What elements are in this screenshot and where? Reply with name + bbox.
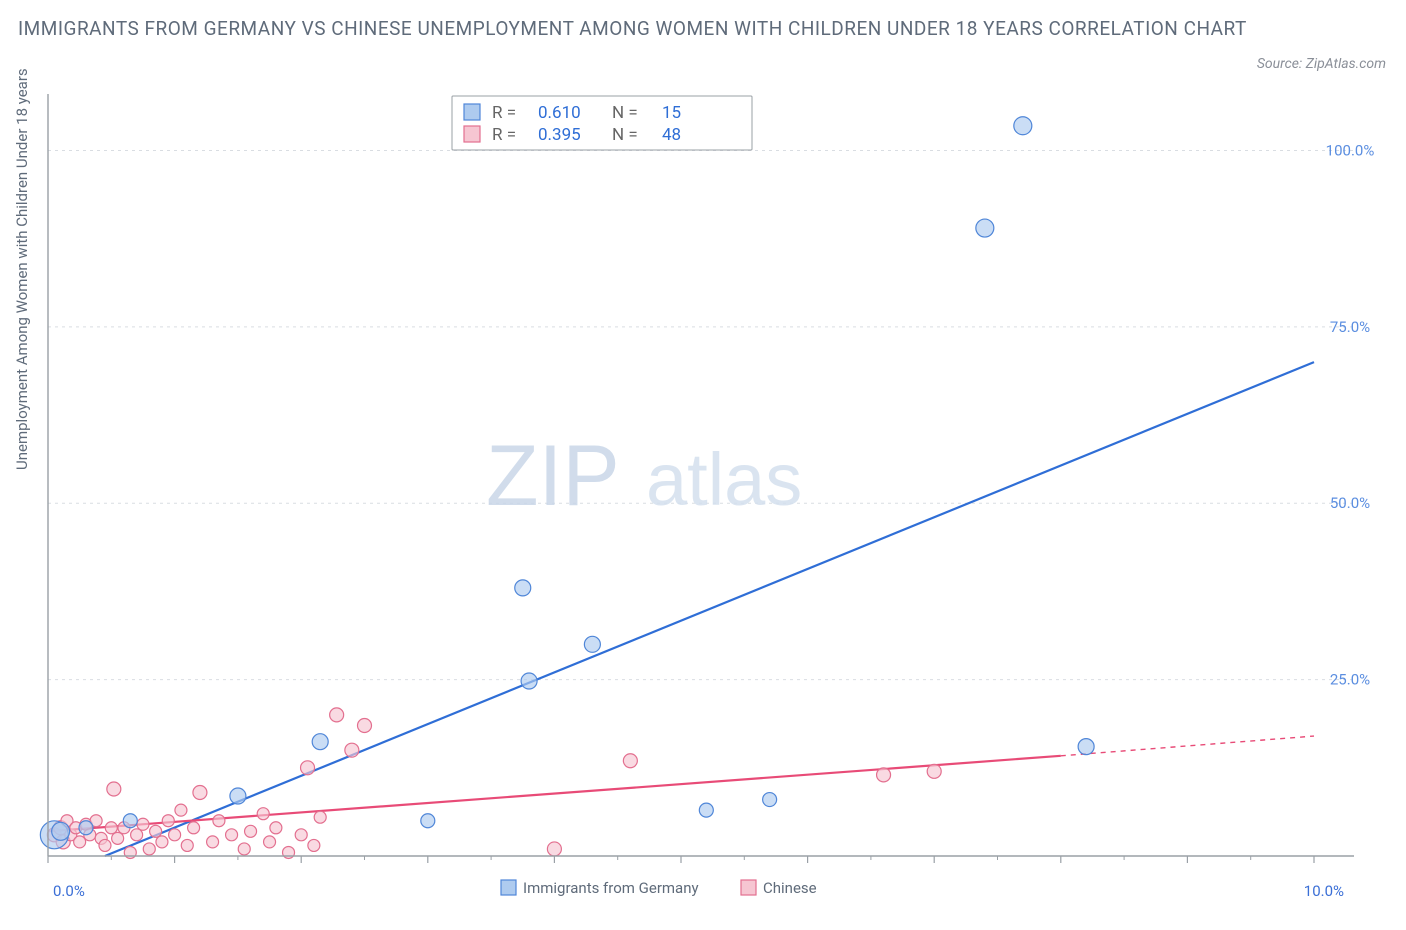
legend-swatch-b <box>741 880 756 895</box>
legend-n-label: N = <box>612 125 638 145</box>
watermark: ZIP <box>486 428 620 524</box>
data-point-b <box>623 754 637 768</box>
data-point-a <box>584 636 600 652</box>
data-point-b <box>193 786 207 800</box>
data-point-a <box>421 814 435 828</box>
legend-stats: R = 0.610 N = 15 R = 0.395 N = 48 <box>452 96 752 150</box>
y-tick-label: 25.0% <box>1330 671 1370 689</box>
data-point-b <box>308 839 320 851</box>
legend-r-value-b: 0.395 <box>538 125 581 145</box>
data-point-b <box>181 839 193 851</box>
data-point-b <box>264 836 276 848</box>
data-point-b <box>143 843 155 855</box>
trend-line-b-extrap <box>1061 736 1314 756</box>
data-point-b <box>245 825 257 837</box>
data-point-b <box>330 708 344 722</box>
data-point-a <box>1014 117 1032 135</box>
legend-swatch-a <box>464 104 480 120</box>
legend-n-value-a: 15 <box>662 103 681 123</box>
data-point-a <box>230 788 246 804</box>
legend-series: Immigrants from Germany Chinese <box>501 879 817 897</box>
data-point-b <box>99 839 111 851</box>
data-point-a <box>515 580 531 596</box>
data-point-b <box>226 829 238 841</box>
data-point-b <box>314 811 326 823</box>
data-point-b <box>162 815 174 827</box>
y-tick-label: 100.0% <box>1326 141 1375 159</box>
data-point-a <box>699 803 713 817</box>
data-point-a <box>312 734 328 750</box>
data-point-b <box>150 825 162 837</box>
data-point-b <box>257 808 269 820</box>
legend-label-b: Chinese <box>763 879 817 897</box>
data-point-b <box>131 829 143 841</box>
y-tick-label: 75.0% <box>1330 318 1370 336</box>
data-point-a <box>976 219 994 237</box>
legend-r-label: R = <box>492 125 516 145</box>
data-point-b <box>877 768 891 782</box>
legend-r-label: R = <box>492 103 516 123</box>
correlation-scatter-chart: 25.0% 50.0% 75.0% 100.0% ZIP atlas 0.0% 10.0% R … <box>0 0 1406 930</box>
data-point-a <box>1078 739 1094 755</box>
data-point-b <box>547 842 561 856</box>
data-point-b <box>238 843 250 855</box>
data-point-b <box>213 815 225 827</box>
data-point-b <box>169 829 181 841</box>
data-point-b <box>188 822 200 834</box>
data-point-a <box>521 673 537 689</box>
x-tick-label: 0.0% <box>53 882 85 900</box>
data-point-b <box>137 818 149 830</box>
data-point-b <box>175 804 187 816</box>
x-tick-label: 10.0% <box>1304 882 1344 900</box>
data-point-a <box>763 793 777 807</box>
y-tick-label: 50.0% <box>1330 494 1370 512</box>
data-point-b <box>107 782 121 796</box>
data-point-a <box>123 814 137 828</box>
legend-n-label: N = <box>612 103 638 123</box>
legend-label-a: Immigrants from Germany <box>523 879 699 897</box>
data-point-b <box>345 743 359 757</box>
data-point-b <box>270 822 282 834</box>
data-point-b <box>105 822 117 834</box>
data-point-b <box>295 829 307 841</box>
data-point-b <box>156 836 168 848</box>
data-point-a <box>79 821 93 835</box>
data-point-b <box>301 761 315 775</box>
data-point-b <box>927 764 941 778</box>
data-point-a <box>52 822 70 840</box>
legend-n-value-b: 48 <box>662 125 681 145</box>
legend-r-value-a: 0.610 <box>538 103 581 123</box>
legend-swatch-a <box>501 880 516 895</box>
data-point-b <box>207 836 219 848</box>
data-point-b <box>112 832 124 844</box>
data-point-b <box>358 718 372 732</box>
watermark: atlas <box>646 438 802 521</box>
legend-swatch-b <box>464 126 480 142</box>
